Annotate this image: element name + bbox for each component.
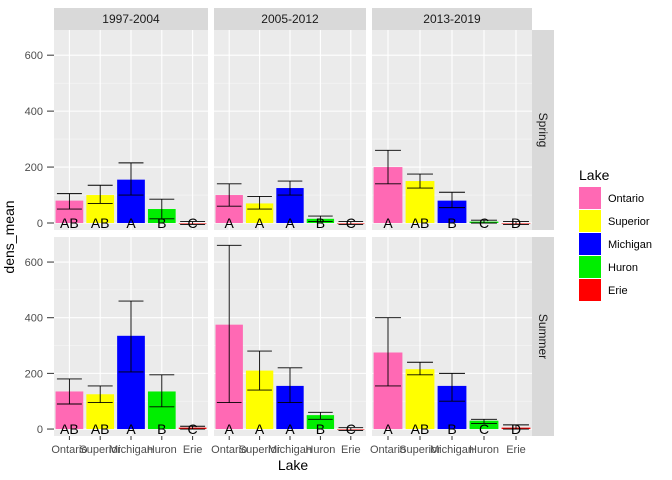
legend-swatch-michigan (579, 233, 601, 255)
axes: dens_mean Lake 0 200 400 600 0 200 400 600 Ontar… (1, 50, 526, 473)
legend-label-superior: Superior (608, 216, 650, 228)
significance-letter: C (479, 421, 489, 437)
y-tick-label: 400 (25, 313, 43, 325)
significance-letter: C (346, 215, 356, 231)
y-tick-label: 200 (25, 162, 43, 174)
y-tick-label: 200 (25, 368, 43, 380)
column-strip-label: 1997-2004 (102, 12, 160, 26)
legend-label-michigan: Michigan (608, 239, 652, 251)
bar-superior (405, 369, 435, 430)
significance-letter: A (225, 421, 235, 437)
legend-label-huron: Huron (608, 262, 638, 274)
panel-summer-1997-2004: AB AB A B C (54, 237, 208, 437)
column-strip (54, 8, 208, 30)
y-tick-label: 0 (37, 218, 43, 230)
column-strip-label: 2005-2012 (261, 12, 319, 26)
significance-letter: B (316, 215, 325, 231)
x-tick-label: Michigan (109, 444, 153, 456)
significance-letter: AB (60, 421, 79, 437)
column-strip-label: 2013-2019 (423, 12, 481, 26)
column-strip (372, 8, 532, 30)
y-tick-label: 400 (25, 106, 43, 118)
panel-summer-2013-2019: A AB B C D (372, 237, 532, 437)
x-tick-label: Michigan (430, 444, 474, 456)
significance-letter: A (126, 215, 136, 231)
bar-superior (245, 203, 274, 224)
significance-letter: C (188, 215, 198, 231)
x-tick-label: Erie (183, 444, 203, 456)
significance-letter: B (447, 215, 456, 231)
x-tick-label: Erie (341, 444, 361, 456)
significance-letter: A (285, 421, 295, 437)
panel-spring-2013-2019: A AB B C D (372, 30, 532, 231)
row-strip-label: Summer (536, 314, 550, 359)
x-tick-label: Superior (399, 444, 441, 456)
significance-letter: B (316, 421, 325, 437)
significance-letter: AB (411, 215, 430, 231)
significance-letter: AB (60, 215, 79, 231)
facet-strips: 1997-2004 2005-2012 2013-2019 Spring Summer (54, 8, 554, 436)
row-strip-label: Spring (536, 113, 550, 148)
x-tick-label: Michigan (268, 444, 312, 456)
legend: Lake Ontario Superior Michigan Huron Erie (579, 167, 652, 301)
x-tick-label: Huron (147, 444, 177, 456)
significance-letter: B (157, 421, 166, 437)
column-strip (214, 8, 366, 30)
x-tick-label: Ontario (211, 444, 247, 456)
significance-letter: A (225, 215, 235, 231)
significance-letter: A (285, 215, 295, 231)
legend-title: Lake (579, 167, 610, 183)
legend-swatch-superior (579, 210, 601, 232)
significance-letter: B (157, 215, 166, 231)
panel-spring-1997-2004: AB AB A B C (54, 30, 208, 231)
y-tick-label: 0 (37, 424, 43, 436)
x-tick-label: Huron (469, 444, 499, 456)
x-tick-label: Erie (506, 444, 526, 456)
panels-layer: AB AB A B C A A A B C A AB B C DAB AB A B C A A A B C A AB B C D (54, 30, 532, 437)
bar-huron (469, 420, 499, 430)
bar-ontario (55, 200, 84, 224)
x-tick-label: Superior (79, 444, 121, 456)
y-tick-label: 600 (25, 257, 43, 269)
legend-swatch-huron (579, 256, 601, 278)
legend-swatch-erie (579, 279, 601, 301)
significance-letter: C (479, 215, 489, 231)
significance-letter: AB (91, 215, 110, 231)
significance-letter: AB (411, 421, 430, 437)
significance-letter: D (511, 421, 521, 437)
legend-label-ontario: Ontario (608, 193, 644, 205)
x-tick-label: Ontario (370, 444, 406, 456)
significance-letter: AB (91, 421, 110, 437)
significance-letter: A (383, 215, 393, 231)
significance-letter: C (346, 421, 356, 437)
x-tick-label: Ontario (51, 444, 87, 456)
row-strip (532, 237, 554, 436)
significance-letter: A (126, 421, 136, 437)
legend-swatch-ontario (579, 187, 601, 209)
y-tick-label: 600 (25, 50, 43, 62)
legend-label-erie: Erie (608, 285, 628, 297)
significance-letter: A (383, 421, 393, 437)
significance-letter: C (188, 421, 198, 437)
x-tick-label: Huron (305, 444, 335, 456)
significance-letter: A (255, 421, 265, 437)
significance-letter: A (255, 215, 265, 231)
row-strip (532, 30, 554, 230)
bar-michigan (437, 200, 467, 224)
x-tick-label: Superior (239, 444, 281, 456)
significance-letter: D (511, 215, 521, 231)
y-axis-title: dens_mean (1, 200, 17, 273)
significance-letter: B (447, 421, 456, 437)
x-axis-title: Lake (278, 457, 309, 473)
bar-huron (306, 415, 335, 430)
